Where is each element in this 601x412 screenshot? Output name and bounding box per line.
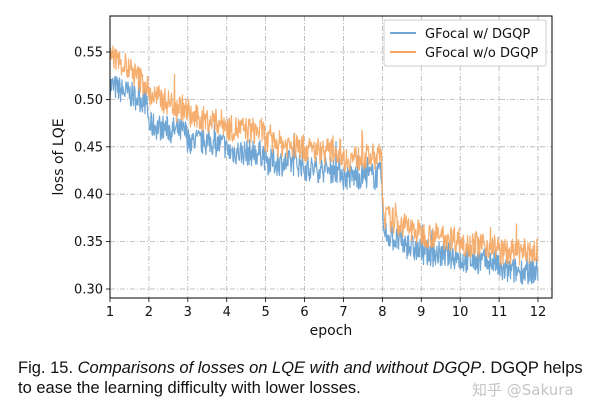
x-tick-label: 4 bbox=[223, 305, 231, 320]
legend-label: GFocal w/o DGQP bbox=[425, 46, 538, 61]
y-tick-label: 0.50 bbox=[74, 93, 103, 108]
x-tick-label: 6 bbox=[300, 305, 308, 320]
caption-italic: Comparisons of losses on LQE with and wi… bbox=[77, 359, 482, 377]
x-tick-label: 10 bbox=[452, 305, 469, 320]
x-tick-label: 8 bbox=[378, 305, 386, 320]
x-tick-label: 5 bbox=[261, 305, 269, 320]
y-tick-label: 0.55 bbox=[74, 46, 103, 61]
y-tick-label: 0.40 bbox=[74, 188, 103, 203]
x-tick-label: 12 bbox=[530, 305, 547, 320]
x-tick-label: 9 bbox=[417, 305, 425, 320]
y-tick-label: 0.35 bbox=[74, 235, 103, 250]
y-axis-label: loss of LQE bbox=[51, 118, 67, 195]
caption-rest: . DGQP helps to ease the learning diffic… bbox=[18, 359, 583, 397]
series-line-without-dgqp bbox=[109, 45, 539, 266]
x-tick-label: 11 bbox=[491, 305, 508, 320]
watermark: 知乎 @Sakura bbox=[472, 381, 574, 399]
x-tick-label: 2 bbox=[145, 305, 153, 320]
loss-chart: 1 2 3 4 5 6 7 8 9 10 11 120.300.350.400.450.500.55e… bbox=[51, 15, 553, 339]
x-tick-label: 1 bbox=[106, 305, 114, 320]
x-axis-label: epoch bbox=[310, 323, 353, 339]
legend-label: GFocal w/ DGQP bbox=[425, 27, 530, 42]
caption-label: Fig. 15. bbox=[18, 359, 74, 377]
y-tick-label: 0.30 bbox=[74, 283, 103, 298]
x-tick-label: 3 bbox=[184, 305, 192, 320]
legend: GFocal w/ DGQP GFocal w/o DGQP bbox=[383, 19, 547, 67]
y-tick-label: 0.45 bbox=[74, 140, 103, 155]
legend-box bbox=[383, 19, 547, 67]
series-line-with-dgqp bbox=[109, 75, 539, 285]
x-tick-label: 7 bbox=[339, 305, 347, 320]
figure-caption: Fig. 15. Comparisons of losses on LQE wi… bbox=[18, 358, 598, 398]
plot-frame bbox=[109, 15, 553, 299]
